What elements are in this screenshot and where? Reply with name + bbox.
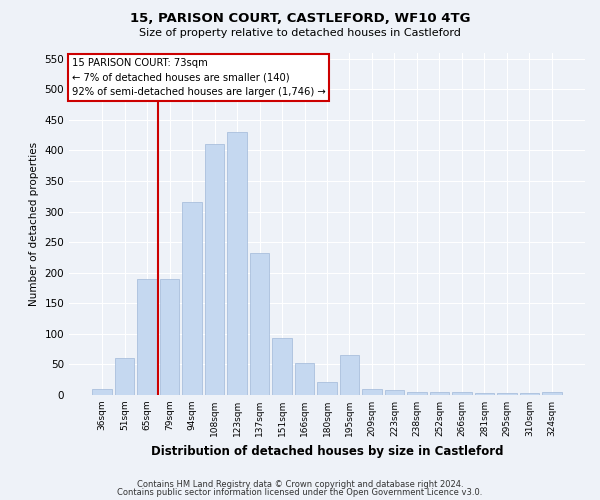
Bar <box>340 355 359 395</box>
Bar <box>250 253 269 395</box>
Bar <box>205 144 224 395</box>
Y-axis label: Number of detached properties: Number of detached properties <box>29 142 39 306</box>
Bar <box>92 389 112 395</box>
Bar <box>272 338 292 395</box>
Bar <box>137 279 157 395</box>
Bar <box>227 132 247 395</box>
Bar <box>407 392 427 395</box>
Bar <box>160 279 179 395</box>
Bar <box>362 389 382 395</box>
Bar <box>115 358 134 395</box>
Bar <box>182 202 202 395</box>
Bar <box>430 392 449 395</box>
Text: Size of property relative to detached houses in Castleford: Size of property relative to detached ho… <box>139 28 461 38</box>
X-axis label: Distribution of detached houses by size in Castleford: Distribution of detached houses by size … <box>151 444 503 458</box>
Text: 15, PARISON COURT, CASTLEFORD, WF10 4TG: 15, PARISON COURT, CASTLEFORD, WF10 4TG <box>130 12 470 26</box>
Bar <box>295 363 314 395</box>
Bar <box>475 392 494 395</box>
Bar <box>317 382 337 395</box>
Bar <box>385 390 404 395</box>
Text: 15 PARISON COURT: 73sqm
← 7% of detached houses are smaller (140)
92% of semi-de: 15 PARISON COURT: 73sqm ← 7% of detached… <box>71 58 325 97</box>
Bar <box>542 392 562 395</box>
Bar <box>497 392 517 395</box>
Bar <box>520 392 539 395</box>
Bar <box>452 392 472 395</box>
Text: Contains HM Land Registry data © Crown copyright and database right 2024.: Contains HM Land Registry data © Crown c… <box>137 480 463 489</box>
Text: Contains public sector information licensed under the Open Government Licence v3: Contains public sector information licen… <box>118 488 482 497</box>
